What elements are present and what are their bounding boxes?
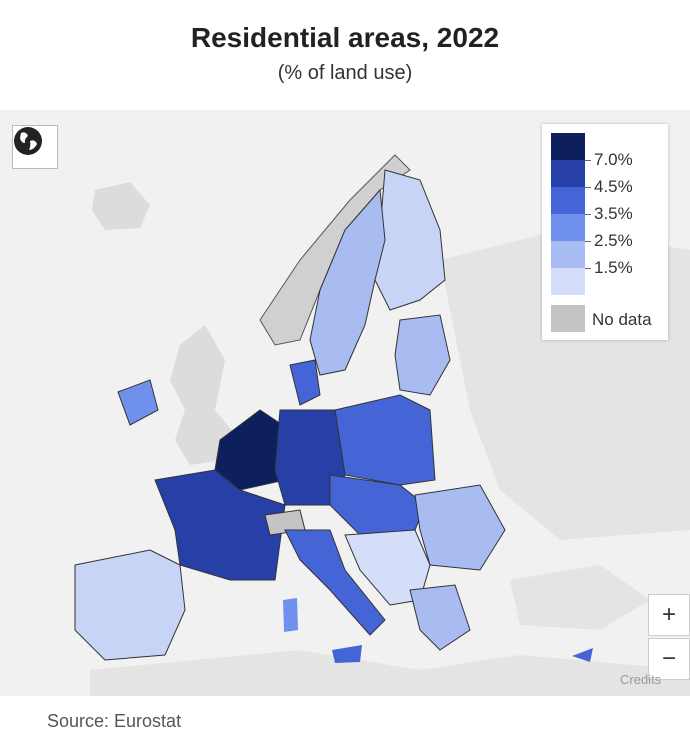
region-greece (409, 584, 471, 651)
legend-swatch-6 (551, 268, 585, 295)
land-uk (170, 325, 240, 465)
map-svg (74, 154, 690, 696)
legend-label-4: 2.5% (594, 231, 633, 250)
legend-label-3: 3.5% (594, 204, 633, 223)
land-africa (90, 650, 690, 696)
chart-subtitle: (% of land use) (277, 62, 413, 84)
map-area[interactable]: 7.0% 4.5% 3.5% 2.5% 1.5% No data + − Cre… (0, 110, 690, 696)
chart-title: Residential areas, 2022 (190, 22, 500, 53)
legend-nodata-label: No data (592, 310, 652, 329)
legend-swatch-2 (551, 160, 585, 187)
region-italy (284, 529, 386, 636)
region-france (154, 469, 286, 581)
legend-swatch-3 (551, 187, 585, 214)
legend-tick (585, 214, 591, 215)
region-baltics (394, 314, 451, 396)
legend-tick (585, 241, 591, 242)
region-cyprus (572, 648, 593, 662)
credits-link[interactable]: Credits (620, 672, 662, 687)
legend-swatch-1 (551, 133, 585, 160)
legend: 7.0% 4.5% 3.5% 2.5% 1.5% No data (542, 124, 668, 340)
globe-icon (14, 127, 42, 155)
legend-label-5: 1.5% (594, 258, 633, 277)
region-sweden (309, 188, 386, 376)
legend-label-2: 4.5% (594, 177, 633, 196)
region-central (329, 474, 426, 536)
legend-tick (585, 187, 591, 188)
region-iberia (74, 549, 186, 661)
zoom-in-button[interactable]: + (648, 594, 690, 636)
region-poland (334, 394, 436, 486)
region-ireland (117, 379, 159, 426)
legend-label-1: 7.0% (594, 150, 633, 169)
legend-tick (585, 268, 591, 269)
region-sicily (332, 645, 362, 663)
land-turkey (510, 565, 650, 630)
region-romania (414, 484, 506, 571)
legend-nodata-swatch (551, 305, 585, 332)
legend-tick (585, 160, 591, 161)
land-greenland-iceland (92, 182, 150, 230)
source-note: Source: Eurostat (47, 711, 182, 731)
legend-swatch-4 (551, 214, 585, 241)
region-denmark (289, 359, 321, 406)
legend-swatch-5 (551, 241, 585, 268)
region-sardinia (283, 598, 298, 632)
zoom-out-button[interactable]: − (648, 638, 690, 680)
globe-button[interactable] (12, 125, 58, 169)
